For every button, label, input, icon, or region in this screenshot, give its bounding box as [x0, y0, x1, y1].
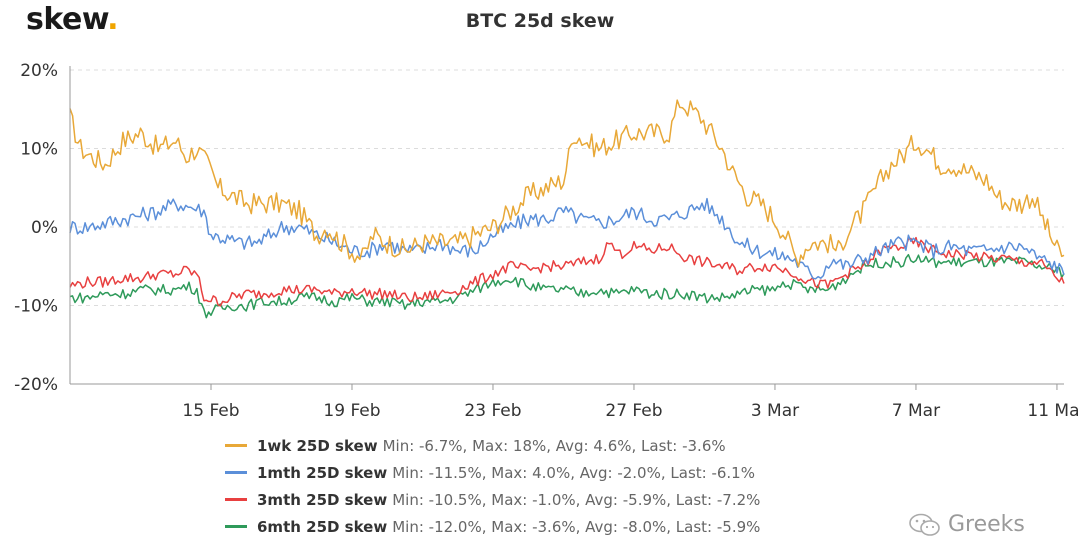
x-axis-ticks: 15 Feb 19 Feb 23 Feb 27 Feb 3 Mar 7 Mar 11 Mar	[182, 384, 1080, 421]
y-tick-label: -20%	[14, 375, 58, 395]
watermark: Greeks	[908, 512, 1025, 537]
legend-series-name: 3mth 25D skew	[257, 490, 388, 509]
x-tick-label: 23 Feb	[464, 401, 521, 421]
legend-swatch	[225, 471, 247, 474]
legend-series-name: 1mth 25D skew	[257, 463, 388, 482]
chart-title: BTC 25d skew	[465, 10, 615, 32]
series-line-3mth	[69, 236, 1065, 307]
watermark-text: Greeks	[948, 512, 1025, 537]
legend-swatch	[225, 444, 247, 447]
x-tick-label: 7 Mar	[892, 401, 940, 421]
legend-series-name: 1wk 25D skew	[257, 436, 378, 455]
wechat-icon	[909, 513, 940, 536]
skew-logo: skew.	[26, 2, 119, 37]
series-line-6mth	[69, 253, 1065, 319]
x-tick-label: 15 Feb	[182, 401, 239, 421]
x-tick-label: 11 Mar	[1027, 401, 1080, 421]
legend: 1wk 25D skew Min: -6.7%, Max: 18%, Avg: 4…	[225, 432, 760, 540]
y-tick-label: 10%	[20, 140, 58, 160]
grid-lines	[70, 69, 1064, 385]
chart-canvas: 20% 10% 0% -10% -20% 15 Feb 19 Feb 23 Feb 27 Fe…	[14, 61, 1080, 421]
legend-series-stats: Min: -12.0%, Max: -3.6%, Avg: -8.0%, Las…	[392, 517, 761, 536]
legend-series-name: 6mth 25D skew	[257, 517, 388, 536]
legend-swatch	[225, 525, 247, 528]
y-tick-label: 0%	[31, 218, 58, 238]
legend-swatch	[225, 498, 247, 501]
legend-item[interactable]: 1wk 25D skew Min: -6.7%, Max: 18%, Avg: 4…	[225, 432, 760, 459]
logo-dot: .	[107, 2, 119, 37]
y-tick-label: -10%	[14, 297, 58, 317]
y-tick-label: 20%	[20, 61, 58, 81]
series-lines	[69, 99, 1065, 319]
legend-item[interactable]: 1mth 25D skew Min: -11.5%, Max: 4.0%, Avg…	[225, 459, 760, 486]
x-tick-label: 27 Feb	[605, 401, 662, 421]
legend-item[interactable]: 3mth 25D skew Min: -10.5%, Max: -1.0%, Av…	[225, 486, 760, 513]
series-line-1wk	[69, 99, 1065, 268]
legend-series-stats: Min: -6.7%, Max: 18%, Avg: 4.6%, Last: -…	[382, 436, 726, 455]
x-tick-label: 19 Feb	[323, 401, 380, 421]
x-tick-label: 3 Mar	[751, 401, 799, 421]
y-axis-ticks: 20% 10% 0% -10% -20%	[14, 61, 58, 395]
legend-series-stats: Min: -10.5%, Max: -1.0%, Avg: -5.9%, Las…	[392, 490, 761, 509]
legend-item[interactable]: 6mth 25D skew Min: -12.0%, Max: -3.6%, Av…	[225, 513, 760, 540]
series-line-1mth	[69, 197, 1065, 280]
legend-series-stats: Min: -11.5%, Max: 4.0%, Avg: -2.0%, Last…	[392, 463, 755, 482]
logo-text: skew	[26, 2, 108, 37]
